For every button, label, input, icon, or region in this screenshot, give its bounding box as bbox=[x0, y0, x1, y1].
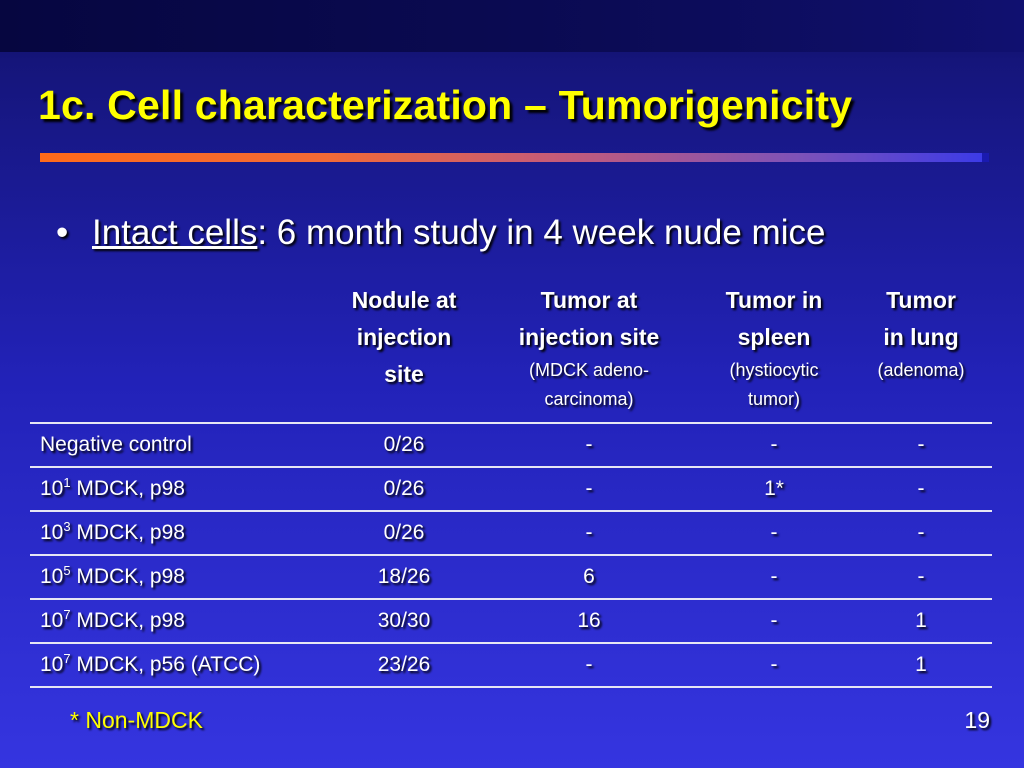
cell-tumor-site: 6 bbox=[480, 555, 698, 600]
cell-lung: 1 bbox=[850, 599, 992, 644]
table-header-row: Nodule at injection site Tumor at inject… bbox=[30, 278, 992, 424]
table-row: Negative control 0/26 - - - bbox=[30, 423, 992, 468]
bullet-marker: • bbox=[56, 213, 69, 252]
cell-tumor-site: - bbox=[480, 423, 698, 468]
bullet-emphasis: Intact cells bbox=[92, 213, 258, 252]
cell-lung: 1 bbox=[850, 643, 992, 688]
footnote: * Non-MDCK bbox=[70, 707, 203, 733]
slide-title: 1c. Cell characterization – Tumorigenici… bbox=[38, 82, 853, 128]
cell-tumor-site: - bbox=[480, 511, 698, 556]
header-tumor-injection-site: Tumor at injection site (MDCK adeno-carc… bbox=[480, 278, 698, 424]
cell-nodule: 18/26 bbox=[328, 555, 480, 600]
row-label: 105 MDCK, p98 bbox=[30, 555, 328, 600]
cell-nodule: 23/26 bbox=[328, 643, 480, 688]
cell-nodule: 0/26 bbox=[328, 467, 480, 512]
cell-nodule: 30/30 bbox=[328, 599, 480, 644]
cell-tumor-site: 16 bbox=[480, 599, 698, 644]
cell-spleen: - bbox=[698, 599, 850, 644]
title-divider-end bbox=[982, 153, 989, 162]
row-label: 101 MDCK, p98 bbox=[30, 467, 328, 512]
bullet-point: • Intact cells: 6 month study in 4 week n… bbox=[56, 213, 825, 253]
bullet-text: : 6 month study in 4 week nude mice bbox=[257, 213, 826, 252]
cell-spleen: 1* bbox=[698, 467, 850, 512]
table-row: 107 MDCK, p98 30/30 16 - 1 bbox=[30, 599, 992, 644]
header-nodule-injection-site: Nodule at injection site bbox=[328, 278, 480, 424]
table-row: 107 MDCK, p56 (ATCC) 23/26 - - 1 bbox=[30, 643, 992, 688]
cell-lung: - bbox=[850, 423, 992, 468]
cell-nodule: 0/26 bbox=[328, 511, 480, 556]
table-row: 101 MDCK, p98 0/26 - 1* - bbox=[30, 467, 992, 512]
cell-lung: - bbox=[850, 511, 992, 556]
cell-spleen: - bbox=[698, 555, 850, 600]
cell-spleen: - bbox=[698, 423, 850, 468]
cell-spleen: - bbox=[698, 511, 850, 556]
page-number: 19 bbox=[964, 707, 990, 733]
cell-lung: - bbox=[850, 467, 992, 512]
title-divider bbox=[40, 153, 988, 162]
row-label: 107 MDCK, p98 bbox=[30, 599, 328, 644]
cell-spleen: - bbox=[698, 643, 850, 688]
cell-tumor-site: - bbox=[480, 643, 698, 688]
row-label: 107 MDCK, p56 (ATCC) bbox=[30, 643, 328, 688]
cell-nodule: 0/26 bbox=[328, 423, 480, 468]
row-label: 103 MDCK, p98 bbox=[30, 511, 328, 556]
tumorigenicity-table: Nodule at injection site Tumor at inject… bbox=[30, 278, 992, 688]
cell-lung: - bbox=[850, 555, 992, 600]
cell-tumor-site: - bbox=[480, 467, 698, 512]
header-tumor-lung: Tumor in lung (adenoma) bbox=[850, 278, 992, 424]
top-band bbox=[0, 0, 1024, 52]
row-label: Negative control bbox=[30, 423, 328, 468]
table-row: 105 MDCK, p98 18/26 6 - - bbox=[30, 555, 992, 600]
table-row: 103 MDCK, p98 0/26 - - - bbox=[30, 511, 992, 556]
header-label-column bbox=[30, 278, 328, 424]
header-tumor-spleen: Tumor in spleen (hystiocytic tumor) bbox=[698, 278, 850, 424]
